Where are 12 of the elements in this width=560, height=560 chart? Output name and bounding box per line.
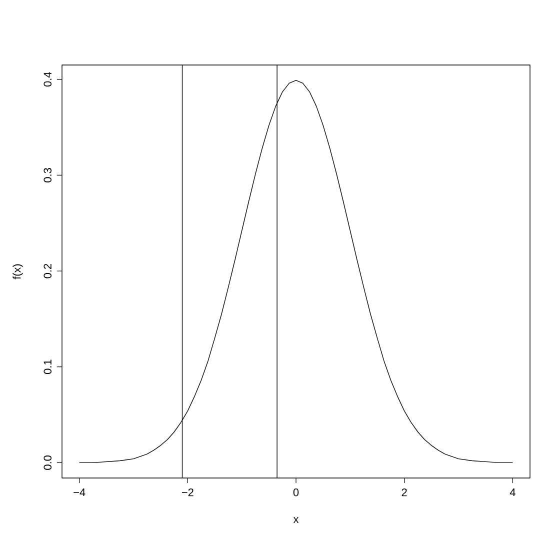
y-axis-title: f(x) — [12, 264, 23, 280]
y-tick-label: 0.3 — [44, 168, 52, 182]
y-tick-label: 0.2 — [44, 264, 52, 278]
x-tick-label: −2 — [182, 488, 194, 496]
x-axis-title: x — [293, 517, 299, 523]
x-tick-label: −4 — [74, 488, 86, 496]
y-tick-label: 0.1 — [44, 360, 52, 374]
y-tick-label: 0.0 — [44, 455, 52, 470]
y-tick-label: 0.4 — [44, 72, 52, 87]
x-tick-label: 2 — [402, 488, 407, 496]
x-tick-label: 0 — [293, 488, 299, 496]
x-tick-label: 4 — [510, 488, 516, 496]
